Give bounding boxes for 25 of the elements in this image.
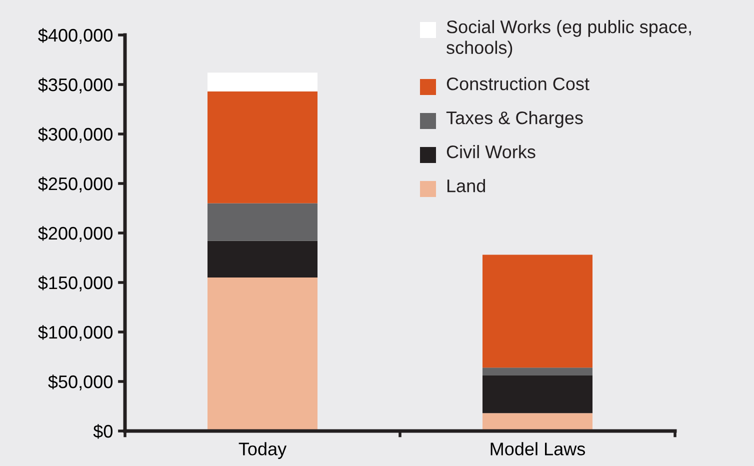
legend-label: Land	[447, 179, 486, 192]
bar	[208, 240, 318, 278]
y-tick-label: $150,000	[38, 276, 112, 292]
x-tick-label: Today	[238, 442, 287, 459]
bar	[208, 278, 318, 431]
bar	[482, 254, 592, 368]
y-tick-label: $200,000	[38, 226, 112, 242]
y-tick-label: $50,000	[48, 374, 112, 390]
y-tick-label: $0	[93, 424, 112, 439]
bar	[208, 72, 318, 92]
x-tick-label: Model Laws	[490, 442, 586, 456]
y-tick-label: $300,000	[38, 127, 112, 143]
bar	[482, 368, 592, 376]
bar	[208, 91, 318, 204]
bar	[482, 413, 592, 431]
bar	[208, 203, 318, 241]
y-tick-label: $250,000	[38, 176, 112, 192]
legend-label: Construction Cost	[446, 77, 590, 90]
y-tick-label: $400,000	[38, 28, 112, 44]
legend-label: Social Works (eg public space, schools)	[446, 20, 691, 58]
legend-label: Civil Works	[446, 145, 536, 158]
bar	[482, 376, 592, 414]
legend-label: Taxes & Charges	[446, 111, 583, 128]
y-tick-label: $350,000	[38, 78, 112, 94]
y-tick-label: $100,000	[38, 325, 112, 341]
